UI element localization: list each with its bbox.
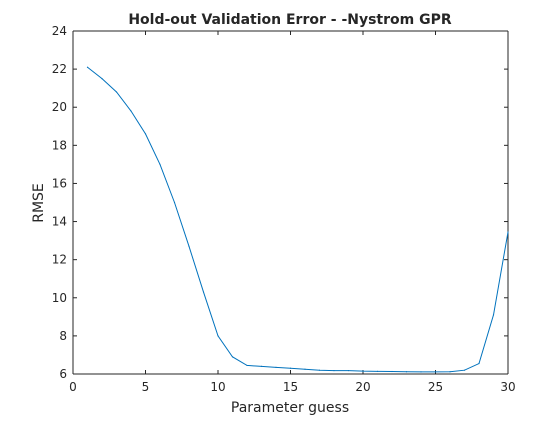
x-tick-label: 20 bbox=[355, 380, 370, 394]
data-point bbox=[420, 371, 422, 373]
data-point bbox=[289, 367, 292, 369]
chart-title: Hold-out Validation Error - -Nystrom GPR bbox=[128, 12, 452, 28]
y-tick-label: 10 bbox=[52, 291, 67, 305]
y-tick-label: 12 bbox=[52, 253, 67, 267]
data-point bbox=[333, 369, 335, 372]
data-point bbox=[492, 314, 495, 316]
x-tick-label: 30 bbox=[500, 380, 515, 394]
data-point bbox=[86, 66, 89, 68]
x-tick-label: 25 bbox=[428, 380, 443, 394]
x-tick-label: 0 bbox=[69, 380, 77, 394]
data-point bbox=[130, 110, 132, 112]
data-point bbox=[202, 291, 205, 293]
y-tick-label: 16 bbox=[52, 176, 67, 190]
y-tick-label: 6 bbox=[59, 367, 67, 381]
data-point bbox=[318, 369, 321, 371]
data-series-group bbox=[86, 66, 509, 373]
data-point bbox=[217, 335, 219, 337]
x-tick-label: 5 bbox=[142, 380, 150, 394]
series-line bbox=[87, 66, 509, 373]
data-point bbox=[478, 362, 480, 365]
data-point bbox=[260, 365, 263, 367]
x-axis-label: Parameter guess bbox=[231, 400, 349, 416]
data-point bbox=[347, 369, 350, 372]
plot-axes bbox=[72, 30, 509, 375]
x-tick-label: 10 bbox=[210, 380, 225, 394]
data-point bbox=[159, 163, 161, 165]
data-point bbox=[434, 371, 437, 373]
data-point bbox=[304, 368, 306, 370]
y-tick-label: 22 bbox=[52, 62, 67, 76]
data-point bbox=[449, 371, 451, 373]
data-point bbox=[246, 364, 248, 367]
data-point bbox=[362, 370, 364, 372]
y-axis-label: RMSE bbox=[31, 183, 47, 223]
data-point bbox=[188, 245, 190, 247]
y-tick-label: 14 bbox=[52, 215, 67, 229]
data-point bbox=[507, 231, 509, 233]
data-point bbox=[144, 133, 147, 135]
data-point bbox=[275, 366, 277, 368]
x-tick-label: 15 bbox=[283, 380, 298, 394]
data-point bbox=[173, 201, 176, 204]
axis-ticks: 0 5 10 15 20 25 30 6 8 10 12 14 16 18 20 22 24 bbox=[52, 24, 516, 394]
data-point bbox=[231, 356, 234, 358]
data-point bbox=[101, 78, 103, 80]
y-tick-label: 18 bbox=[52, 138, 67, 152]
data-point bbox=[376, 370, 379, 372]
data-point bbox=[405, 371, 408, 373]
y-tick-label: 20 bbox=[52, 100, 67, 114]
data-point bbox=[391, 370, 393, 373]
data-point bbox=[115, 91, 118, 93]
y-tick-label: 24 bbox=[52, 24, 67, 38]
data-point bbox=[463, 369, 466, 371]
y-tick-label: 8 bbox=[59, 329, 67, 343]
